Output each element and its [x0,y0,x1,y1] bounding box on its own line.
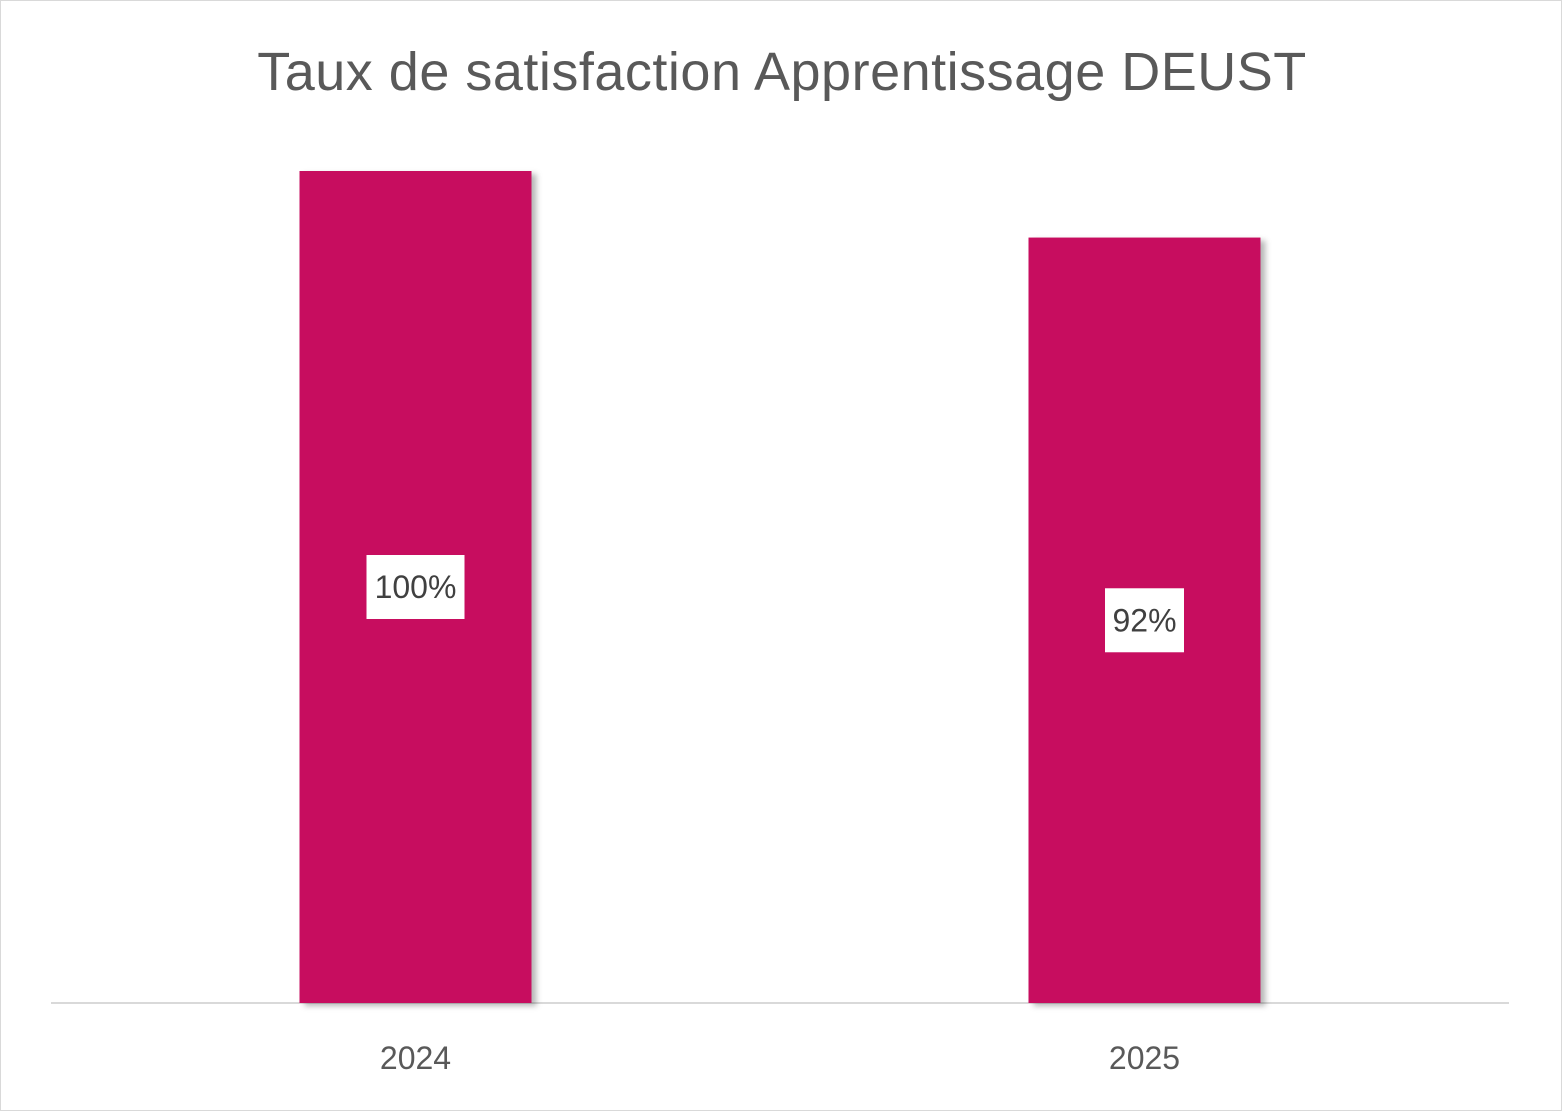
data-label-text: 92% [1112,602,1176,638]
chart-title: Taux de satisfaction Apprentissage DEUST [257,42,1307,102]
x-tick-label-2024: 2024 [380,1040,451,1076]
data-labels-group: 100% 92% [366,555,1184,653]
x-tick-labels-group: 2024 2025 [380,1040,1180,1076]
data-label-2024: 100% [366,555,465,619]
data-label-box [1105,588,1184,653]
data-label-text: 100% [375,569,457,605]
x-tick-label-2025: 2025 [1109,1040,1180,1076]
data-label-box [366,555,465,619]
data-label-2025: 92% [1105,588,1184,653]
